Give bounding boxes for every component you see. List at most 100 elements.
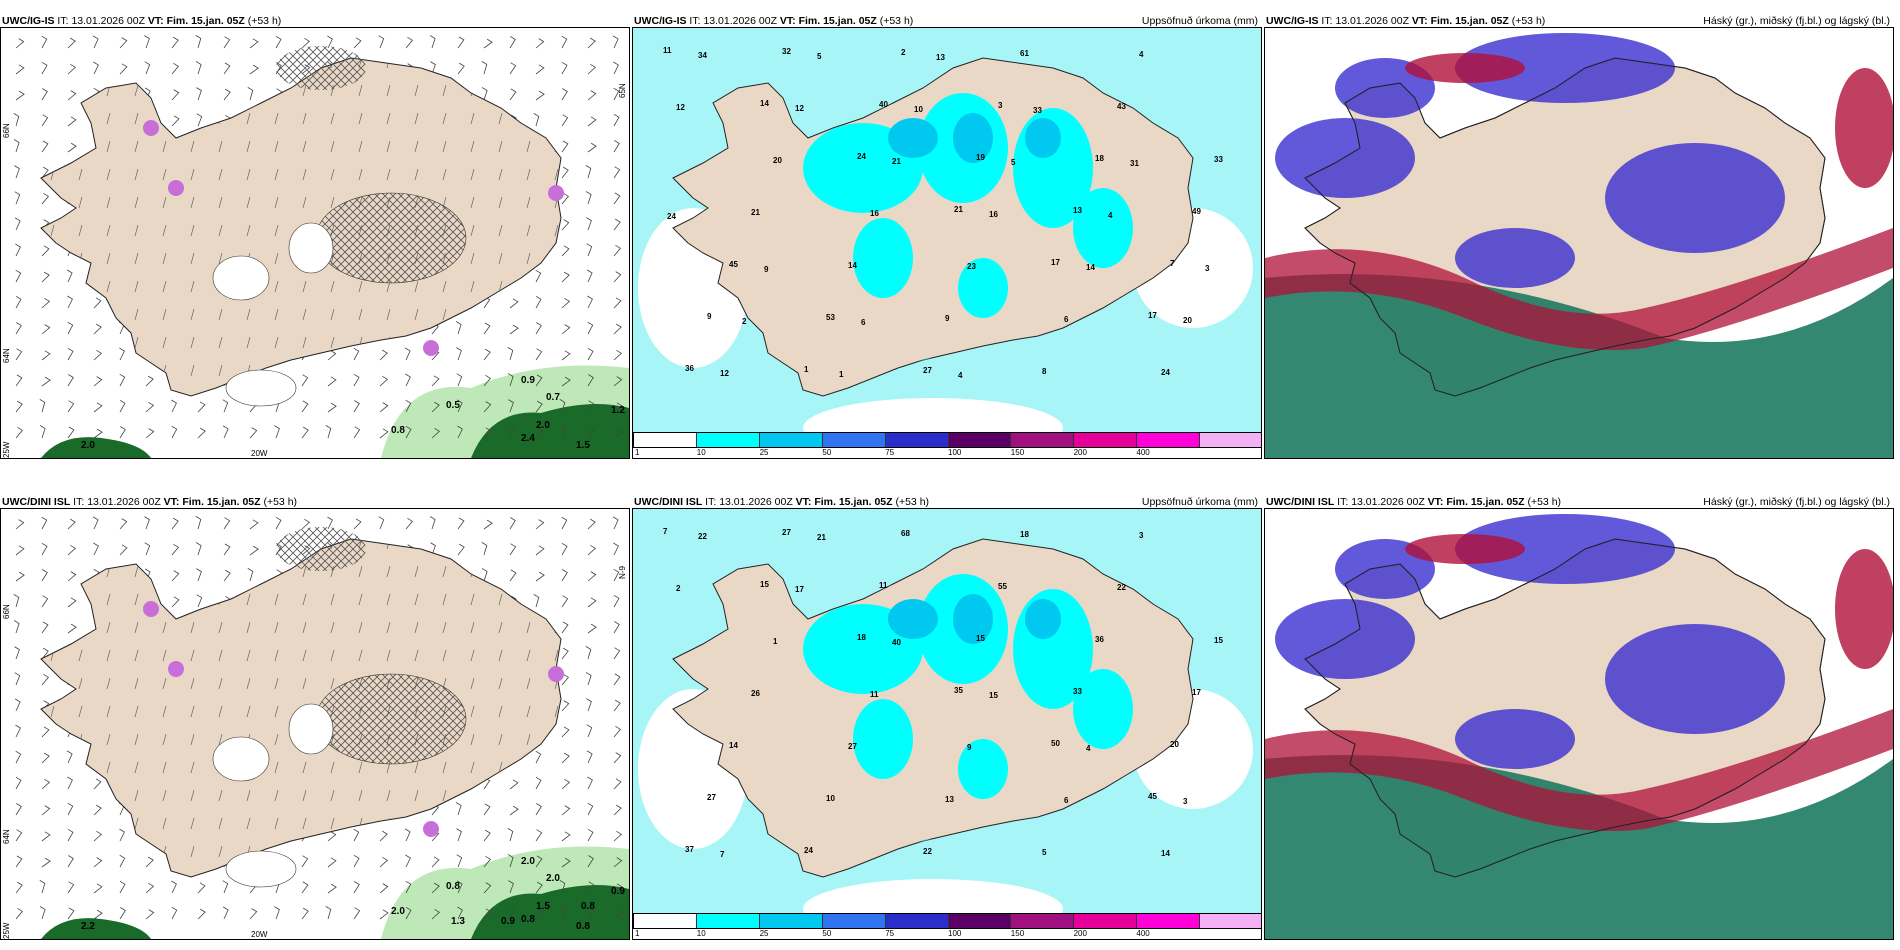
wind-barb [533, 113, 540, 127]
snow-hatch-area [276, 527, 366, 571]
wind-barb [535, 295, 542, 309]
wind-barb [327, 350, 337, 361]
wind-barb [587, 518, 596, 530]
wind-barb [431, 882, 440, 894]
wind-barb [405, 36, 414, 49]
wind-barb [15, 243, 21, 257]
wind-barb [218, 140, 223, 153]
colorbar-label: 25 [759, 929, 769, 938]
wind-barb [470, 649, 475, 662]
precip-value: 7 [720, 850, 725, 859]
wind-barb [246, 621, 251, 634]
wind-barb [483, 829, 491, 842]
wind-barb [119, 828, 125, 842]
wind-barb [470, 140, 475, 153]
wind-barb [67, 571, 77, 582]
wind-barb [535, 855, 543, 868]
wind-barb [508, 425, 515, 439]
wind-barb [498, 280, 503, 293]
wind-barb [171, 399, 177, 413]
wind-barb [561, 140, 569, 153]
precip-value: 68 [901, 529, 910, 538]
wind-barb [41, 542, 48, 556]
wind-barb [442, 565, 447, 578]
wind-barb [561, 700, 570, 712]
wind-barb [197, 882, 206, 894]
wind-barb [330, 789, 335, 802]
wind-barb [171, 517, 179, 530]
wind-barb [39, 425, 46, 439]
wind-barb [302, 761, 307, 774]
wind-barb [14, 191, 21, 205]
wind-barb [535, 776, 542, 790]
wind-barb [457, 906, 463, 920]
wind-barb [587, 597, 597, 608]
wind-barb [535, 348, 543, 361]
wind-barb [327, 402, 337, 413]
wind-barb [386, 621, 391, 634]
panel-dini-wind: UWC/DINI ISL IT: 13.01.2026 00Z VT: Fim.… [0, 493, 630, 941]
high-cloud-area [1405, 534, 1525, 564]
wind-barb [302, 112, 307, 125]
wind-barb [498, 761, 503, 774]
wind-barb [330, 593, 335, 606]
wind-barb [302, 621, 307, 634]
colorbar-cell [1137, 914, 1201, 928]
wind-barb [483, 38, 493, 49]
precip-value: 26 [751, 689, 760, 698]
wind-barb [587, 37, 596, 49]
panel-subtitle: Uppsöfnuð úrkoma (mm) [1141, 15, 1258, 27]
wind-barb [498, 621, 503, 634]
wind-barb [67, 116, 77, 127]
wind-barb [405, 399, 412, 413]
wind-barb [15, 855, 23, 868]
wind-barb [414, 280, 419, 293]
wind-barb [330, 308, 335, 321]
precip-area [1073, 188, 1133, 268]
lat-label: 64N [2, 829, 11, 844]
mid-cloud-area [1605, 143, 1785, 253]
precip-value: 27 [923, 366, 932, 375]
panel-subtitle: Háský (gr.), miðský (fj.bl.) og lágský (… [1703, 496, 1890, 508]
glacier-patch [212, 736, 270, 782]
value-label: 0.8 [576, 921, 590, 932]
wind-barb [483, 882, 492, 894]
wind-barb [405, 425, 412, 439]
wind-barb [134, 336, 139, 349]
precip-value: 24 [857, 152, 866, 161]
wind-barb [190, 733, 195, 746]
wind-barb [302, 649, 307, 662]
wind-barb [358, 593, 363, 606]
wind-barb [41, 778, 51, 790]
wind-barb [587, 295, 593, 309]
wind-barb [358, 308, 363, 321]
wind-barb [414, 112, 419, 125]
wind-barb [431, 427, 441, 439]
wind-barb [330, 112, 335, 125]
wind-barb [498, 733, 503, 746]
wind-barb [587, 855, 594, 868]
wind-barb [508, 906, 515, 920]
wind-barb [162, 308, 167, 321]
colorbar-cell [885, 914, 949, 928]
wind-barb [535, 907, 544, 920]
panel-title: UWC/IG-IS IT: 13.01.2026 00Z VT: Fim. 15… [2, 15, 282, 27]
colorbar-cell [948, 914, 1012, 928]
wind-barb [414, 761, 419, 774]
wind-barb [353, 907, 361, 920]
precip-value: 18 [1020, 530, 1029, 539]
wind-barb [456, 880, 463, 894]
precip-value: 6 [861, 318, 866, 327]
wind-barb [302, 817, 307, 830]
colorbar-cell [696, 914, 760, 928]
wind-barb [190, 280, 195, 293]
colorbar-cell [1074, 914, 1138, 928]
wind-barb [302, 196, 307, 209]
wind-barb [67, 63, 77, 75]
wind-barb [442, 621, 447, 634]
wind-barb [535, 322, 542, 335]
wind-barb [41, 805, 51, 816]
wind-barb [171, 543, 180, 556]
snow-hatch-area [315, 673, 467, 765]
wind-barb [162, 705, 167, 718]
